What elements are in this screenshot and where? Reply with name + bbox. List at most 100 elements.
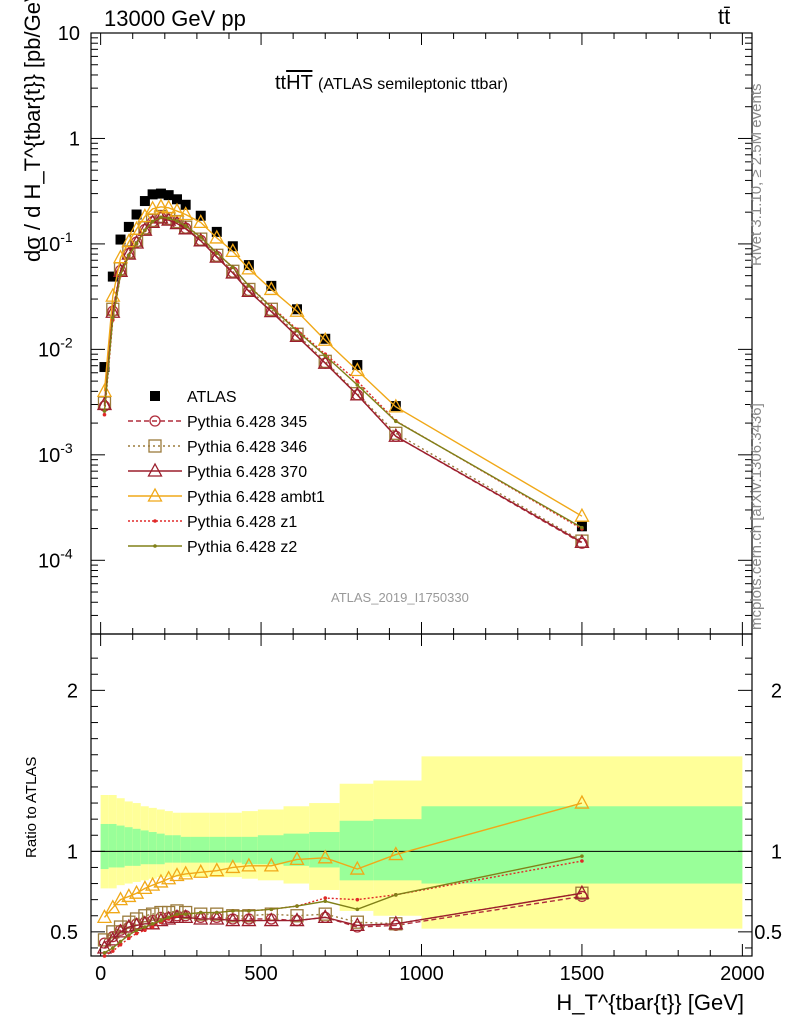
ratio-data-point [111, 949, 115, 953]
ratio-data-point [209, 910, 225, 925]
main-data-point [175, 219, 179, 223]
legend-marker [153, 519, 157, 523]
ratio-data-point [231, 909, 235, 913]
ratio-data-point [106, 925, 120, 939]
ratio-data-point [166, 915, 171, 920]
ratio-data-point [150, 922, 155, 926]
ratio-data-point [138, 909, 152, 923]
main-data-point [137, 208, 153, 223]
ratio-band-inner [172, 835, 181, 863]
ratio-data-point [97, 933, 112, 947]
main-data-point [137, 221, 153, 236]
ratio-data-point [143, 925, 147, 929]
ratio-y-axis-title: Ratio to ATLAS [23, 757, 40, 858]
y-tick-label: 10-3 [38, 440, 73, 467]
main-data-point [150, 219, 155, 224]
ratio-data-point [102, 950, 107, 955]
ratio-data-point [247, 909, 251, 913]
ratio-data-point [113, 920, 128, 934]
legend-label: Pythia 6.428 ambt1 [187, 489, 325, 506]
ratio-data-point [318, 907, 332, 921]
analysis-tag: ATLAS_2019_I1750330 [331, 590, 469, 605]
ratio-band-inner [164, 835, 173, 863]
main-data-point [143, 228, 147, 232]
legend-marker [147, 462, 163, 477]
collision-energy-label: 13000 GeV pp [104, 6, 246, 31]
main-data-point [247, 284, 251, 288]
ratio-data-point [355, 907, 360, 912]
main-data-point [243, 260, 254, 271]
ratio-data-point [317, 908, 333, 924]
ratio-data-point [263, 857, 279, 872]
main-data-point [241, 260, 257, 275]
y-tick-label: 1 [69, 128, 80, 150]
ratio-data-point [269, 907, 274, 912]
ratio-data-point [355, 897, 360, 902]
ratio-data-point [323, 896, 328, 900]
main-data-point [169, 202, 185, 217]
y-tick-label: 10-4 [38, 545, 73, 572]
ratio-y-tick-label-left: 0.5 [50, 922, 78, 944]
ratio-band-inner [309, 832, 340, 868]
ratio-band-inner [421, 806, 743, 884]
main-series-line [103, 216, 583, 529]
main-data-point [289, 302, 305, 317]
main-data-point [178, 206, 194, 221]
title-sub-part: (ATLAS semileptonic ttbar) [318, 76, 508, 93]
ratio-y-tick-label-right: 0.5 [754, 922, 782, 944]
main-data-point [214, 251, 219, 255]
main-data-point [227, 241, 238, 252]
ratio-data-point [143, 928, 147, 933]
ratio-y-tick-label-left: 1 [67, 841, 78, 863]
main-series-line [103, 216, 583, 530]
main-data-point [121, 233, 137, 248]
main-data-point [352, 360, 363, 371]
ratio-data-point [580, 859, 584, 863]
x-tick-label: 1500 [560, 963, 605, 985]
main-data-point [96, 382, 113, 397]
main-data-point [241, 282, 257, 297]
legend-label: Pythia 6.428 z1 [187, 514, 297, 531]
main-data-point [292, 304, 303, 315]
ratio-data-point [194, 907, 208, 921]
ratio-data-point [150, 925, 155, 929]
main-data-point [388, 427, 404, 442]
ratio-data-point [198, 910, 203, 915]
main-data-point [263, 281, 279, 296]
main-data-point [355, 383, 360, 387]
ratio-data-point [241, 857, 257, 872]
main-data-point [121, 245, 137, 260]
ratio-data-point [210, 907, 224, 921]
main-data-point [580, 525, 584, 530]
x-tick-label: 500 [244, 963, 277, 985]
main-series-line [103, 217, 583, 543]
main-data-point [295, 329, 299, 333]
ratio-data-point [263, 912, 279, 927]
ratio-data-point [289, 912, 305, 927]
ratio-band-inner [339, 820, 374, 881]
main-data-point [574, 533, 590, 548]
ratio-data-point [394, 893, 398, 897]
main-data-point [289, 327, 305, 342]
ratio-y-tick-label-right: 2 [771, 680, 782, 702]
ratio-data-point [183, 912, 188, 916]
main-data-point [102, 409, 107, 413]
legend-label: Pythia 6.428 z2 [187, 539, 297, 556]
ratio-data-point [118, 939, 123, 944]
main-plot-title: ttHT (ATLAS semileptonic ttbar) [275, 72, 508, 95]
ratio-band-inner [116, 825, 125, 868]
main-data-point [389, 426, 403, 440]
x-tick-label: 2000 [720, 963, 765, 985]
main-data-point [161, 199, 177, 214]
x-tick-label: 0 [95, 963, 106, 985]
ratio-data-point [179, 905, 193, 920]
ratio-data-point [127, 936, 131, 941]
main-data-point [139, 196, 150, 207]
ratio-data-point [323, 899, 328, 904]
ratio-data-point [175, 912, 179, 916]
main-data-point [102, 412, 107, 417]
main-data-point [183, 224, 188, 228]
main-data-point [127, 253, 131, 258]
ratio-band-inner [190, 836, 210, 863]
